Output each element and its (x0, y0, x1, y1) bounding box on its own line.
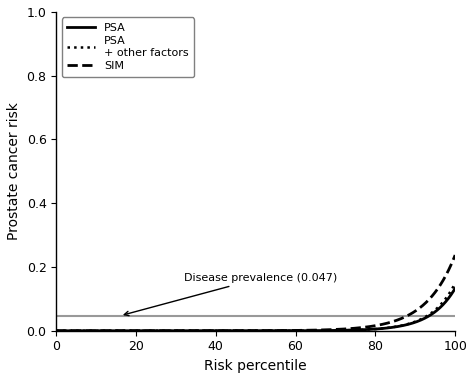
X-axis label: Risk percentile: Risk percentile (204, 359, 307, 373)
Y-axis label: Prostate cancer risk: Prostate cancer risk (7, 103, 21, 240)
Text: Disease prevalence (0.047): Disease prevalence (0.047) (124, 273, 337, 316)
Legend: PSA, PSA
+ other factors, SIM: PSA, PSA + other factors, SIM (62, 17, 194, 77)
